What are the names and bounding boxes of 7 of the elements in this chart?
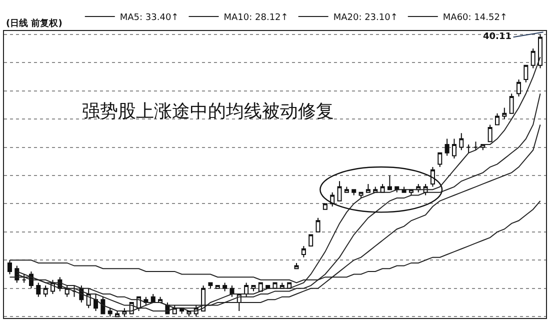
annotation: 强势股上涨途中的均线被动修复 xyxy=(82,101,334,122)
legend-label: MA60: 14.52↑ xyxy=(442,13,508,24)
legend-label: MA5: 33.40↑ xyxy=(120,13,179,24)
legend-label: MA10: 28.12↑ xyxy=(224,13,288,24)
legend-label: MA20: 23.10↑ xyxy=(333,13,398,24)
annotation: 40.11 xyxy=(483,32,512,42)
chart-title: (日线 前复权) xyxy=(6,18,62,29)
